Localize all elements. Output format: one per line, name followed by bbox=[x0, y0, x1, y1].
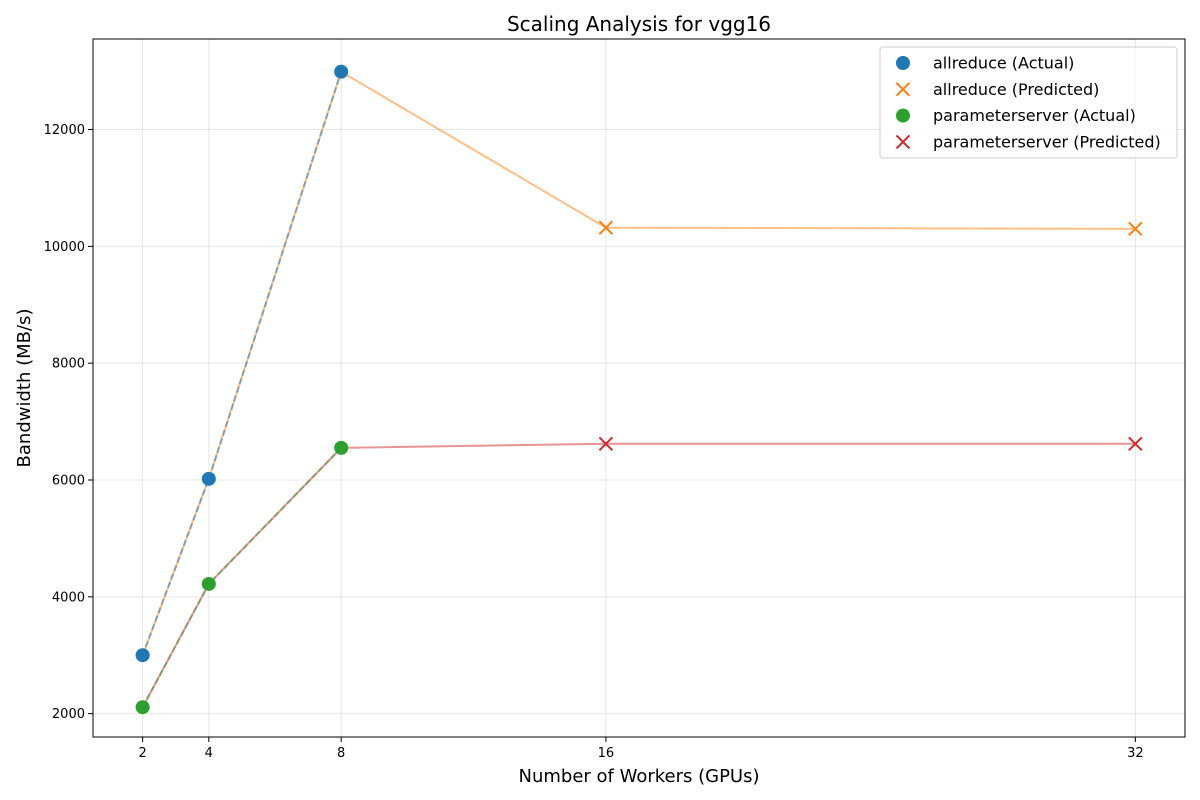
legend: allreduce (Actual) allreduce (Predicted) p… bbox=[879, 46, 1178, 159]
y-tick-label: 2000 bbox=[52, 707, 85, 722]
x-axis-ticks: 2 4 8 16 32 bbox=[138, 737, 1144, 761]
x-axis-label: Number of Workers (GPUs) bbox=[518, 766, 759, 787]
legend-entry: parameterserver (Actual) bbox=[933, 106, 1136, 125]
legend-marker bbox=[896, 56, 910, 70]
y-tick-label: 8000 bbox=[52, 357, 85, 372]
legend-entry: parameterserver (Predicted) bbox=[933, 132, 1161, 151]
y-tick-label: 10000 bbox=[44, 240, 85, 255]
connector-lines bbox=[141, 70, 1136, 708]
data-points bbox=[135, 64, 1143, 715]
data-point bbox=[1128, 221, 1143, 237]
legend-entry: allreduce (Predicted) bbox=[933, 80, 1099, 99]
y-axis-label: Bandwidth (MB/s) bbox=[14, 309, 35, 468]
x-tick-label: 32 bbox=[1127, 746, 1144, 761]
data-point bbox=[334, 64, 349, 79]
y-tick-label: 4000 bbox=[52, 590, 85, 605]
x-tick-label: 2 bbox=[138, 746, 146, 761]
legend-marker bbox=[895, 82, 911, 97]
grid-layer bbox=[93, 39, 1185, 737]
chart-title: Scaling Analysis for vgg16 bbox=[507, 12, 771, 36]
legend-marker bbox=[896, 108, 910, 123]
data-point bbox=[1128, 436, 1143, 451]
data-point bbox=[201, 471, 216, 486]
x-tick-label: 16 bbox=[598, 746, 615, 761]
legend-marker bbox=[895, 134, 911, 150]
data-point bbox=[135, 700, 150, 715]
data-point bbox=[598, 436, 614, 451]
data-point bbox=[334, 440, 349, 455]
series-connector-line bbox=[141, 442, 1136, 708]
plot-frame bbox=[92, 38, 1186, 738]
data-point bbox=[598, 220, 614, 235]
y-tick-label: 6000 bbox=[52, 473, 85, 488]
x-tick-label: 4 bbox=[205, 746, 213, 761]
x-tick-label: 8 bbox=[337, 746, 345, 761]
legend-entry: allreduce (Actual) bbox=[933, 54, 1074, 73]
data-point bbox=[201, 576, 216, 591]
data-point bbox=[135, 648, 150, 663]
y-tick-label: 12000 bbox=[44, 123, 85, 138]
actual-trend-line bbox=[141, 71, 343, 656]
y-axis-ticks: 2000 4000 6000 8000 10000 12000 bbox=[44, 123, 93, 722]
legend-box bbox=[879, 46, 1178, 159]
